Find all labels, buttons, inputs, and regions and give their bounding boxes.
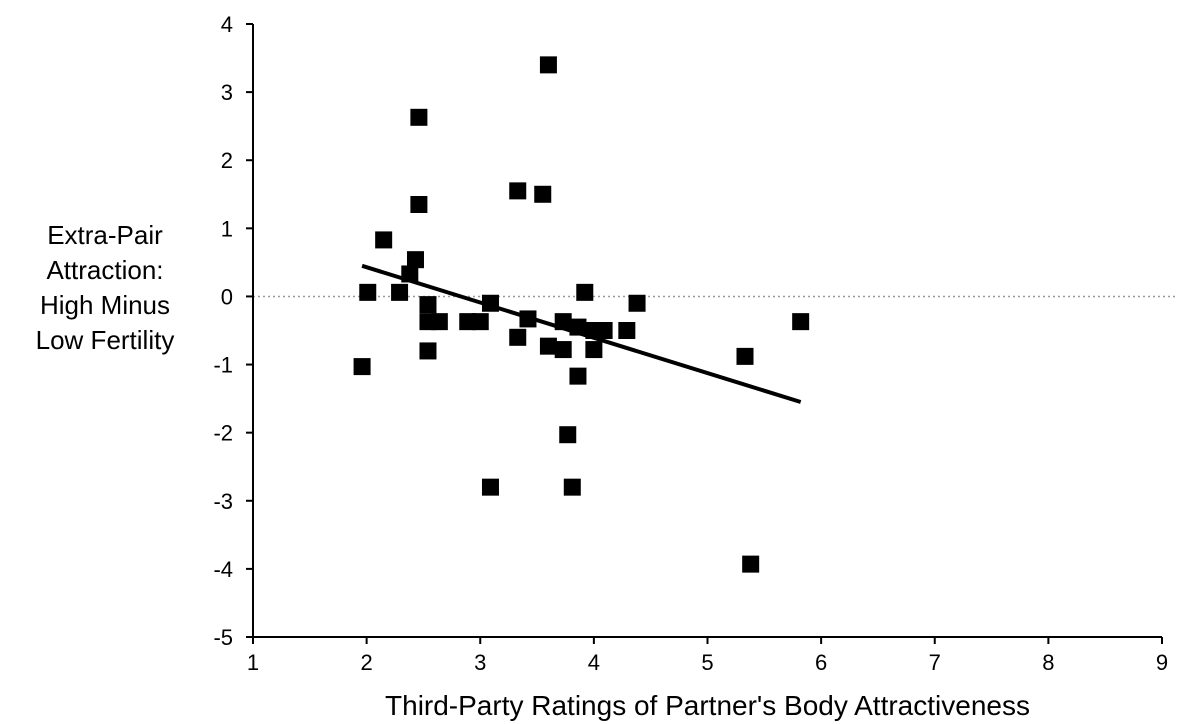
x-tick-label: 3 [474,650,486,675]
data-point [419,342,437,360]
y-tick-label: 2 [221,148,233,173]
data-point [375,231,393,249]
data-point [401,265,419,283]
data-point [359,283,377,301]
data-point [391,283,409,301]
data-point [471,313,489,331]
x-tick-label: 7 [929,650,941,675]
data-point [353,358,371,376]
data-point [539,337,557,355]
data-point [430,313,448,331]
y-axis-label-line-2: Attraction: [46,255,164,285]
y-axis-label-line-4: Low Fertility [35,325,175,355]
data-point [595,322,613,339]
y-axis-label: Extra-Pair Attraction: High Minus Low Fe… [10,218,200,358]
x-tick-label: 6 [815,650,827,675]
y-tick-label: 3 [221,80,233,105]
data-point [509,328,527,346]
x-tick-label: 8 [1042,650,1054,675]
y-tick-label: -4 [213,557,233,582]
y-tick-label: 1 [221,216,233,241]
data-point [576,283,594,301]
y-tick-label: 4 [221,12,233,37]
x-tick-label: 4 [588,650,600,675]
data-point [559,426,577,444]
data-point [419,296,437,314]
data-point [736,347,754,365]
y-tick-label: -1 [213,353,233,378]
y-tick-label: 0 [221,284,233,309]
data-point [569,367,587,385]
x-tick-label: 1 [247,650,259,675]
data-point [554,313,572,331]
data-point [481,478,499,496]
data-point [585,341,603,359]
data-point [534,185,552,203]
data-point [569,318,587,336]
y-tick-label: -2 [213,421,233,446]
x-tick-label: 2 [361,650,373,675]
data-point [742,555,760,573]
x-tick-label: 5 [701,650,713,675]
y-tick-label: -5 [213,625,233,650]
data-point [539,56,557,74]
data-point [792,313,810,331]
x-tick-label: 9 [1156,650,1168,675]
y-tick-label: -3 [213,489,233,514]
data-point [618,322,636,339]
data-point [481,294,499,312]
data-point [554,341,572,359]
data-point [563,478,581,496]
data-point [628,294,646,312]
data-point [410,108,428,126]
data-point [410,195,428,213]
data-point [519,310,537,328]
y-axis-label-line-3: High Minus [39,290,171,320]
x-axis-label: Third-Party Ratings of Partner's Body At… [385,690,1030,721]
data-point [406,251,424,269]
y-axis-label-line-1: Extra-Pair [47,220,163,250]
data-point [509,182,527,200]
